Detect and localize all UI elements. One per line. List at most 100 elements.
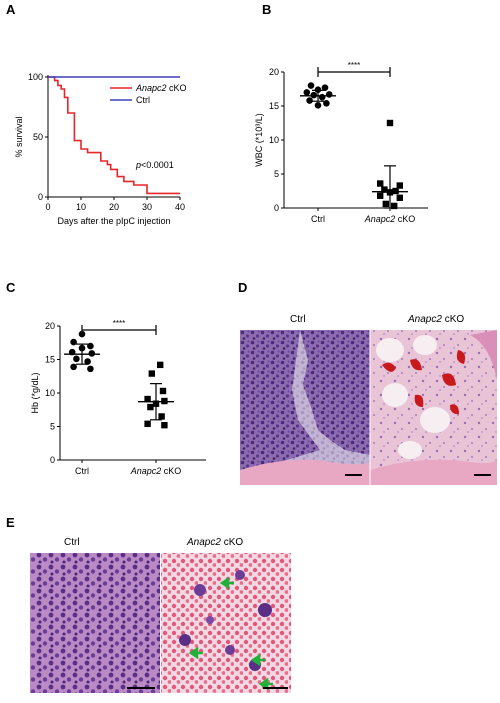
survival-p-value-italic: p [135, 160, 141, 170]
wbc-point [306, 97, 313, 104]
histology-e-ctrl-image [30, 553, 160, 693]
survival-p-value: p<0.0001 [135, 160, 174, 170]
histology-d-cko-label: Anapc2 cKO [408, 314, 464, 325]
wbc-x-tick-label-italic: Anapc2 [364, 214, 396, 224]
wbc-y-tick-label: 20 [269, 67, 279, 77]
hb-point [152, 400, 160, 407]
histology-d-cko-gene: Anapc2 [408, 314, 442, 325]
survival-x-label: Days after the pIpC injection [57, 216, 170, 226]
hb-point [88, 350, 96, 357]
histology-e-cko-gene: Anapc2 [187, 537, 221, 548]
survival-x-tick-label: 30 [142, 202, 152, 212]
wbc-y-label: WBC (*10³/L) [254, 113, 264, 167]
panel-letter-b: B [262, 2, 272, 17]
hb-point [87, 342, 94, 350]
wbc-x-tick-label-rest: Ctrl [311, 214, 325, 224]
legend-label-cko: Anapc2 cKO [135, 83, 187, 93]
hb-x-tick-label-italic: Anapc2 [130, 466, 162, 476]
hb-point [87, 365, 94, 373]
hb-sig-stars: **** [113, 319, 125, 328]
wbc-y-tick-label: 5 [274, 169, 279, 179]
histology-e-cko-label: Anapc2 cKO [187, 537, 243, 548]
wbc-y-tick-label: 15 [269, 101, 279, 111]
wbc-point [307, 82, 315, 89]
histology-d-ctrl-image [240, 330, 370, 485]
hb-y-tick-label: 10 [45, 388, 55, 398]
survival-x-tick-label: 20 [109, 202, 119, 212]
wbc-point [391, 202, 398, 210]
wbc-y-tick-label: 10 [269, 135, 279, 145]
panel-letter-e: E [6, 515, 15, 530]
wbc-sig-stars: **** [348, 61, 360, 70]
hb-point [144, 420, 151, 428]
wbc-point [396, 194, 403, 201]
hb-x-tick-label: Anapc2 cKO [130, 466, 182, 476]
wbc-x-tick-label: Ctrl [311, 214, 325, 224]
wbc-point [314, 102, 322, 109]
wbc-point [386, 119, 394, 127]
hb-point [84, 358, 91, 365]
survival-y-tick-label: 50 [33, 132, 43, 142]
hb-y-tick-label: 20 [45, 321, 55, 331]
wbc-point [377, 192, 384, 199]
hb-point [70, 363, 77, 371]
histology-d-cko-suffix: cKO [441, 314, 465, 325]
hb-y-label: Hb (*g/dL) [30, 372, 40, 413]
hb-y-tick-label: 0 [50, 455, 55, 465]
wbc-point [381, 186, 388, 193]
hb-y-tick-label: 5 [50, 422, 55, 432]
hb-point [70, 338, 77, 346]
histology-d-cko-image [370, 330, 497, 485]
hb-x-tick-label-rest: cKO [161, 466, 181, 476]
survival-y-tick-label: 0 [38, 192, 43, 202]
hb-y-tick-label: 15 [45, 355, 55, 365]
wbc-point [303, 89, 311, 96]
wbc-point [386, 189, 394, 196]
panel-letter-d: D [238, 280, 248, 295]
hb-point [161, 397, 168, 405]
wbc-y-tick-label: 0 [274, 203, 279, 213]
wbc-point [325, 91, 333, 98]
wbc-point [321, 84, 329, 91]
panel-letter-c: C [6, 280, 16, 295]
wbc-point [314, 86, 322, 93]
hb-point [148, 370, 155, 377]
hb-x-tick-label: Ctrl [75, 466, 89, 476]
hb-point [68, 348, 76, 356]
survival-y-tick-label: 100 [28, 72, 43, 82]
wbc-point [382, 200, 389, 208]
hb-point [78, 344, 86, 352]
survival-line-cko [48, 76, 180, 195]
wbc-point [310, 91, 318, 99]
panel-letter-a: A [6, 2, 16, 17]
wbc-x-tick-label: Anapc2 cKO [364, 214, 416, 224]
wbc-point [396, 182, 403, 189]
wbc-point [318, 93, 326, 101]
legend-label-cko-rest: cKO [167, 83, 187, 93]
hb-point [147, 403, 154, 411]
survival-x-tick-label: 0 [45, 202, 50, 212]
legend-label-cko-italic: Anapc2 [135, 83, 167, 93]
wbc-point [377, 180, 384, 187]
wbc-point [392, 187, 399, 195]
hb-point [73, 355, 80, 363]
histology-e-ctrl-label: Ctrl [64, 537, 80, 548]
legend-label-ctrl: Ctrl [136, 95, 150, 105]
wbc-point [323, 99, 330, 107]
hb-point [161, 421, 168, 429]
wbc-x-tick-label-rest: cKO [395, 214, 415, 224]
hb-point [157, 361, 164, 369]
hb-point [144, 395, 151, 403]
survival-y-label: % survival [14, 116, 24, 157]
survival-x-tick-label: 40 [175, 202, 185, 212]
hb-point [78, 330, 86, 338]
histology-e-cko-image [161, 553, 291, 693]
histology-e-cko-suffix: cKO [220, 537, 244, 548]
hb-point [159, 387, 167, 395]
survival-p-value-rest: <0.0001 [141, 160, 174, 170]
hb-point [158, 413, 165, 420]
